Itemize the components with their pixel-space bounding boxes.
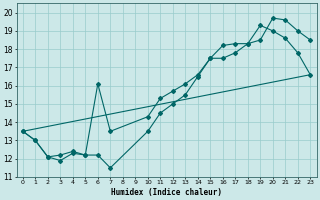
X-axis label: Humidex (Indice chaleur): Humidex (Indice chaleur) bbox=[111, 188, 222, 197]
